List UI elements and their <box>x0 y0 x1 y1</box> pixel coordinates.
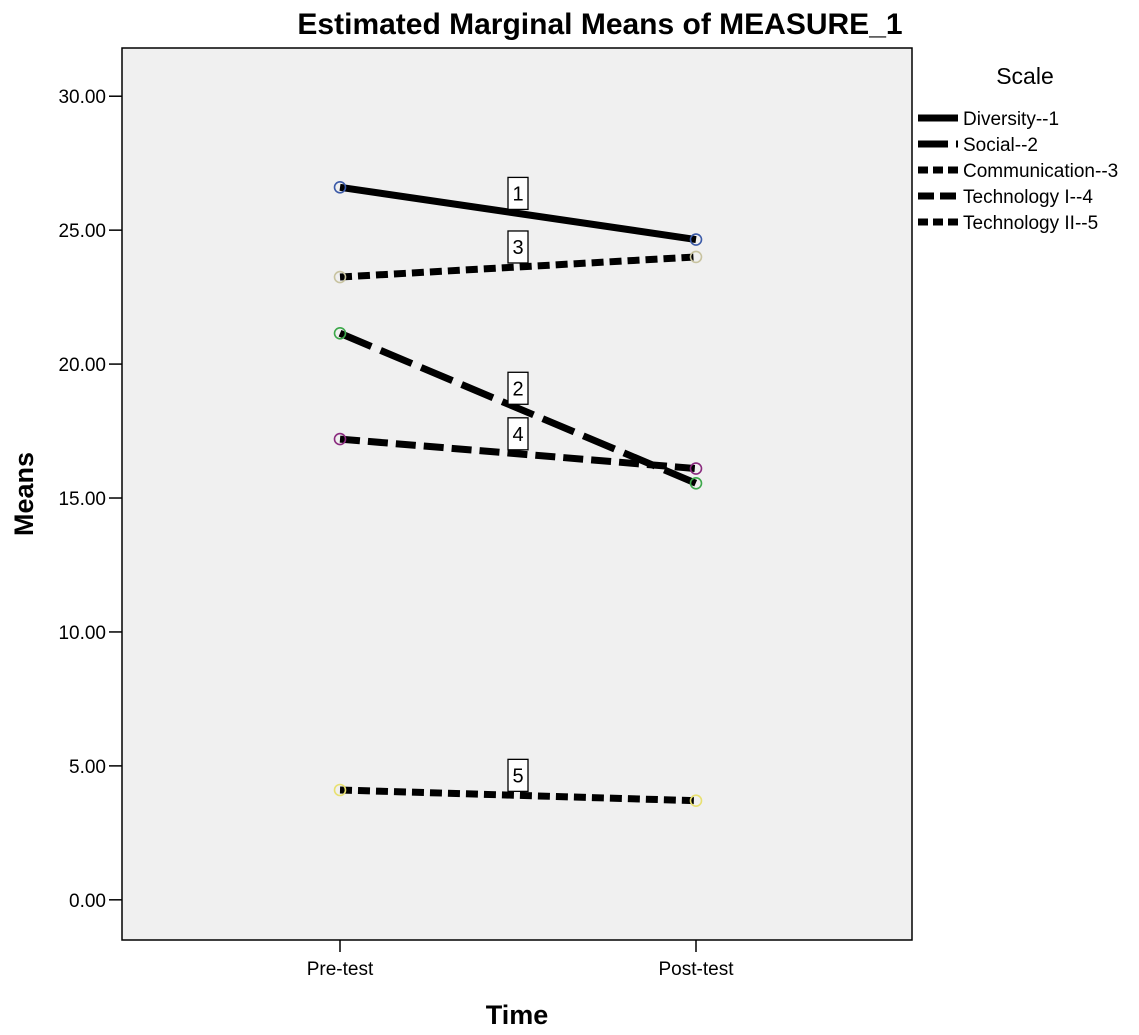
series-line <box>339 253 697 281</box>
series-line <box>339 183 697 243</box>
series-lines: 1 2 3 4 5 <box>333 176 703 808</box>
series-line <box>338 330 698 487</box>
series-label-box <box>507 371 529 405</box>
series-label: 3 <box>512 237 523 259</box>
legend: Diversity--1 Social--2 Communication--3 Tec… <box>918 109 1118 234</box>
y-tick-label: 20.00 <box>58 355 106 376</box>
x-tick-label: Post-test <box>659 959 735 980</box>
series-line <box>339 435 697 473</box>
series-label-box <box>507 758 529 793</box>
legend-label: Social--2 <box>963 135 1038 156</box>
series-label: 2 <box>512 378 523 400</box>
series-label-box <box>507 230 529 264</box>
series-label: 5 <box>512 765 523 787</box>
series-label-box <box>507 417 529 451</box>
series-label: 4 <box>512 424 523 446</box>
data-point <box>689 250 703 264</box>
data-point <box>333 432 347 446</box>
y-tick-label: 15.00 <box>58 489 106 510</box>
data-point <box>333 270 347 284</box>
series-label-box <box>507 176 529 211</box>
legend-label: Communication--3 <box>963 161 1118 182</box>
data-point <box>333 180 347 194</box>
axes: 0.00 5.00 10.00 15.00 20.00 25.00 30.00 Pre-tes… <box>58 87 734 980</box>
x-axis-title: Time <box>486 1000 549 1030</box>
x-tick-label: Pre-test <box>307 959 374 980</box>
y-tick-label: 5.00 <box>69 757 106 778</box>
data-point <box>333 326 347 340</box>
series-line <box>339 786 697 805</box>
legend-title: Scale <box>996 63 1054 89</box>
legend-label: Diversity--1 <box>963 109 1059 130</box>
chart-title: Estimated Marginal Means of MEASURE_1 <box>297 8 902 41</box>
data-point <box>689 476 703 490</box>
legend-label: Technology I--4 <box>963 187 1093 208</box>
y-tick-label: 25.00 <box>58 221 106 242</box>
legend-label: Technology II--5 <box>963 213 1098 234</box>
y-tick-label: 10.00 <box>58 623 106 644</box>
y-tick-label: 0.00 <box>69 891 106 912</box>
data-point <box>689 794 703 808</box>
data-point <box>333 783 347 797</box>
data-point <box>689 233 703 246</box>
series-label: 1 <box>512 183 523 205</box>
y-tick-label: 30.00 <box>58 87 106 108</box>
y-axis-title: Means <box>9 452 39 536</box>
data-point <box>689 462 703 475</box>
